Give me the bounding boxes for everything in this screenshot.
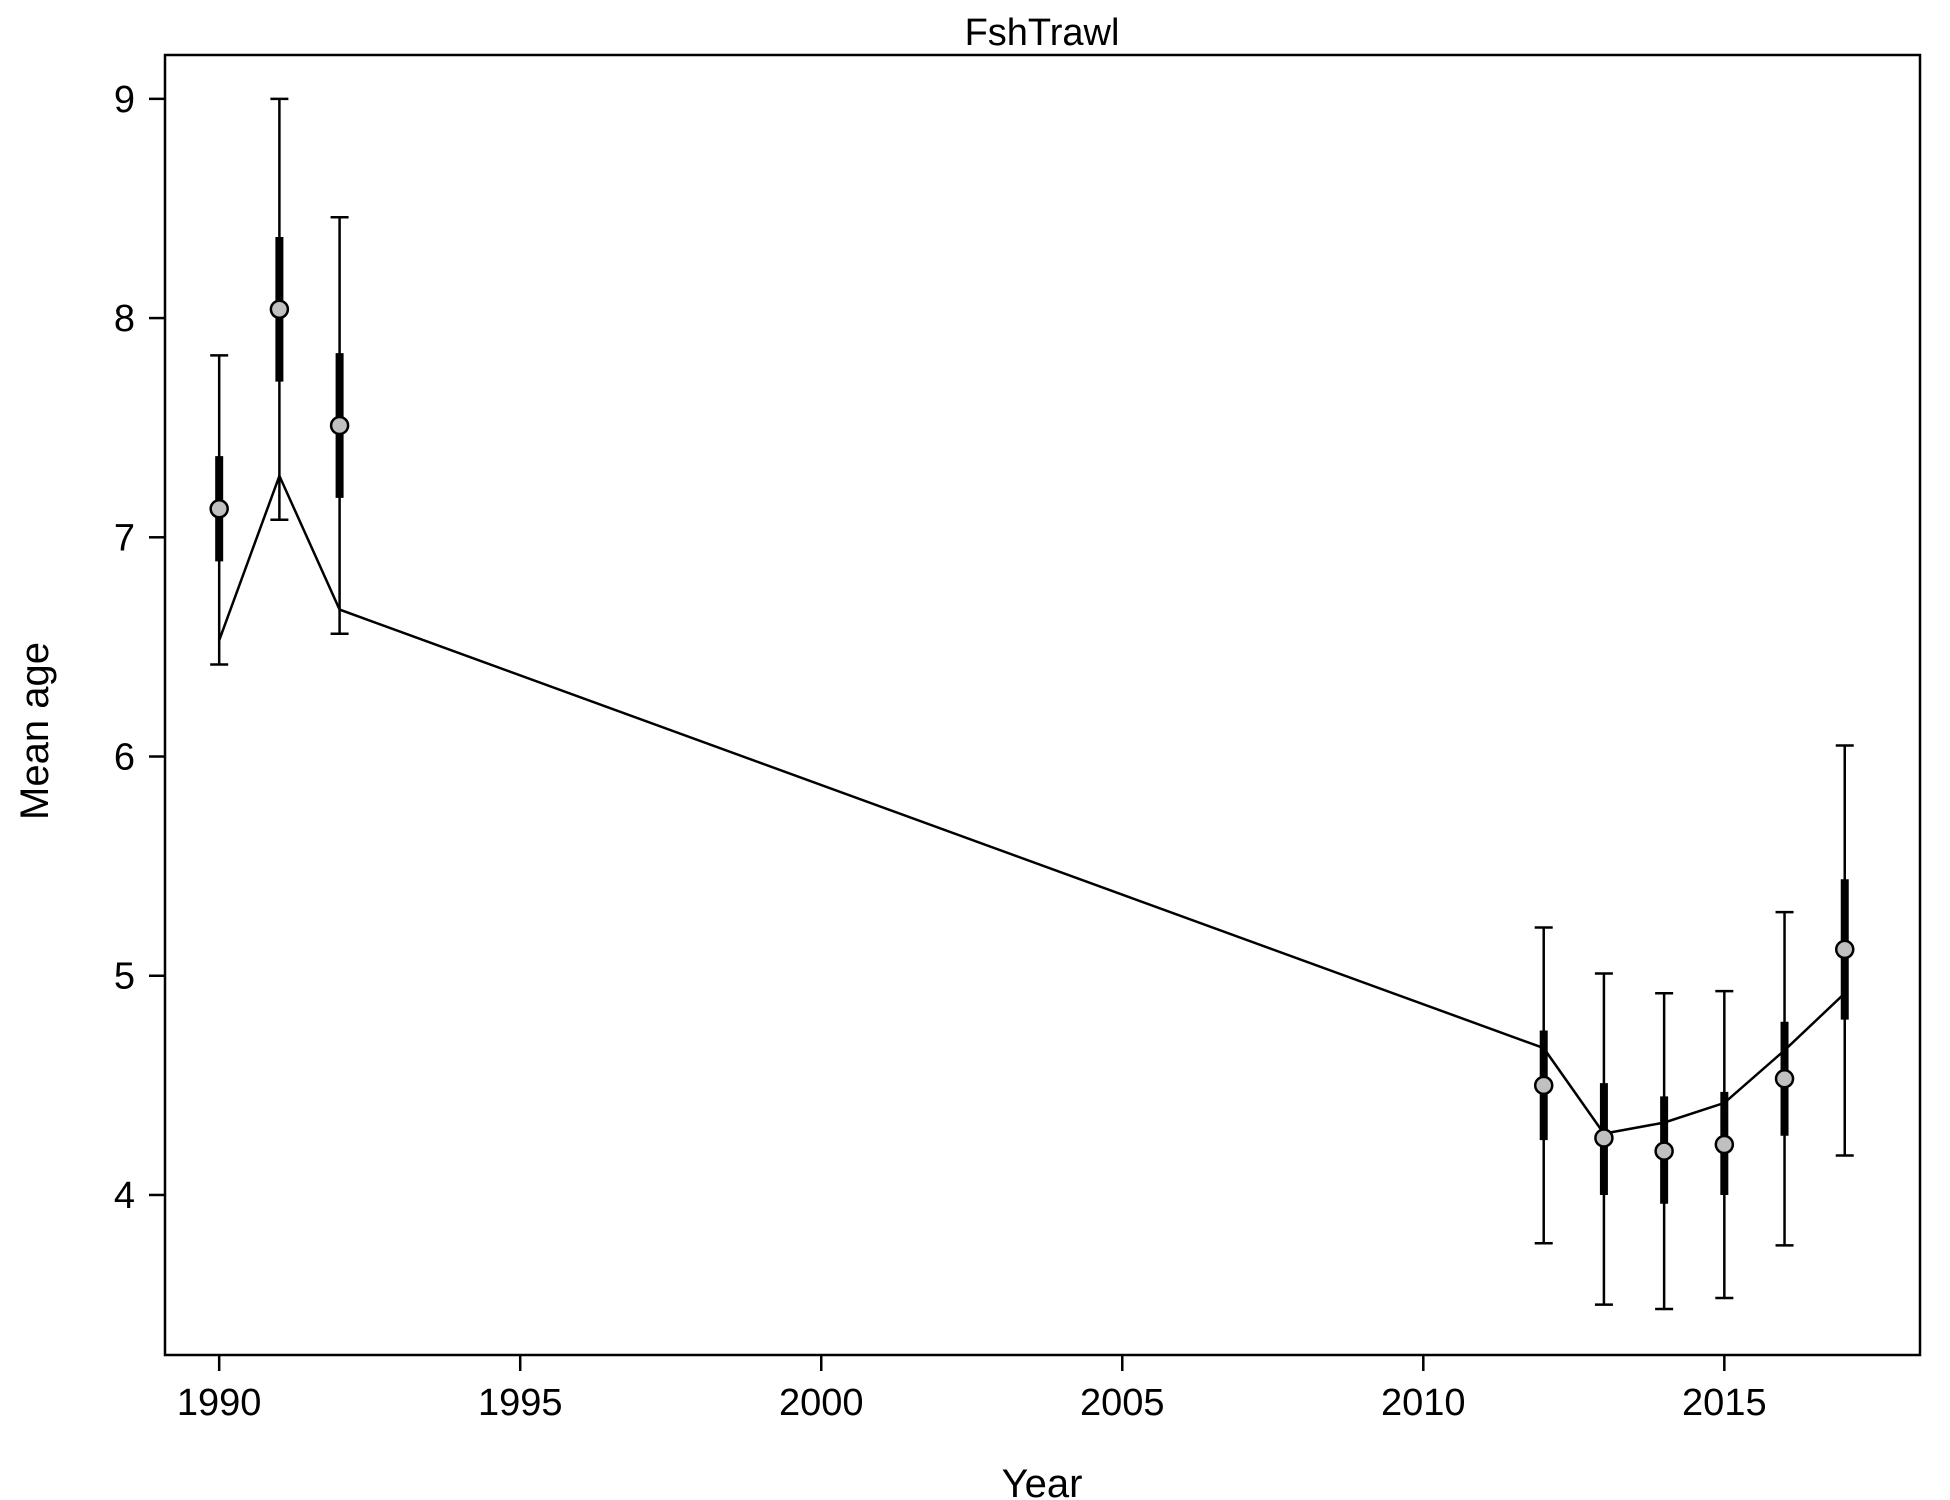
x-tick-label: 1995 <box>478 1382 563 1424</box>
observation-2012 <box>1533 926 1554 1245</box>
y-axis: 4 5 6 7 8 9 <box>114 79 165 1217</box>
observation-2016 <box>1774 910 1795 1247</box>
observation-1991 <box>269 97 290 522</box>
x-tick-label: 2010 <box>1381 1382 1466 1424</box>
observed-point <box>1533 1075 1554 1096</box>
observation-1990 <box>209 354 229 666</box>
y-tick-label: 8 <box>114 298 135 340</box>
observation-2013 <box>1594 972 1614 1306</box>
observed-point <box>1594 1128 1614 1148</box>
observation-2015 <box>1714 989 1735 1300</box>
y-axis-title: Mean age <box>13 642 57 820</box>
x-tick-label: 1990 <box>177 1382 262 1424</box>
chart-title: FshTrawl <box>965 12 1120 54</box>
observed-points <box>209 97 1855 1311</box>
observed-point <box>1834 939 1855 960</box>
x-tick-label: 2015 <box>1682 1382 1767 1424</box>
plot-frame <box>163 53 1922 1357</box>
observed-point <box>269 299 290 320</box>
x-axis: 1990 1995 2000 2005 2010 2015 <box>177 1355 1767 1424</box>
y-tick-label: 4 <box>114 1175 135 1217</box>
observed-point <box>1774 1069 1795 1089</box>
observed-point <box>329 415 350 436</box>
observation-1992 <box>329 215 350 636</box>
x-tick-label: 2005 <box>1080 1382 1165 1424</box>
expected-line <box>218 472 1846 1135</box>
observation-2014 <box>1654 992 1674 1311</box>
y-tick-label: 5 <box>114 956 135 998</box>
y-tick-label: 6 <box>114 737 135 779</box>
x-axis-title: Year <box>1002 1462 1083 1500</box>
observation-2017 <box>1834 744 1855 1157</box>
observed-point <box>1654 1141 1674 1161</box>
observed-point <box>1714 1134 1735 1155</box>
y-tick-label: 7 <box>114 517 135 559</box>
y-tick-label: 9 <box>114 79 135 121</box>
x-tick-label: 2000 <box>779 1382 864 1424</box>
expected-series-line <box>218 472 1846 1135</box>
observed-point <box>209 499 229 519</box>
